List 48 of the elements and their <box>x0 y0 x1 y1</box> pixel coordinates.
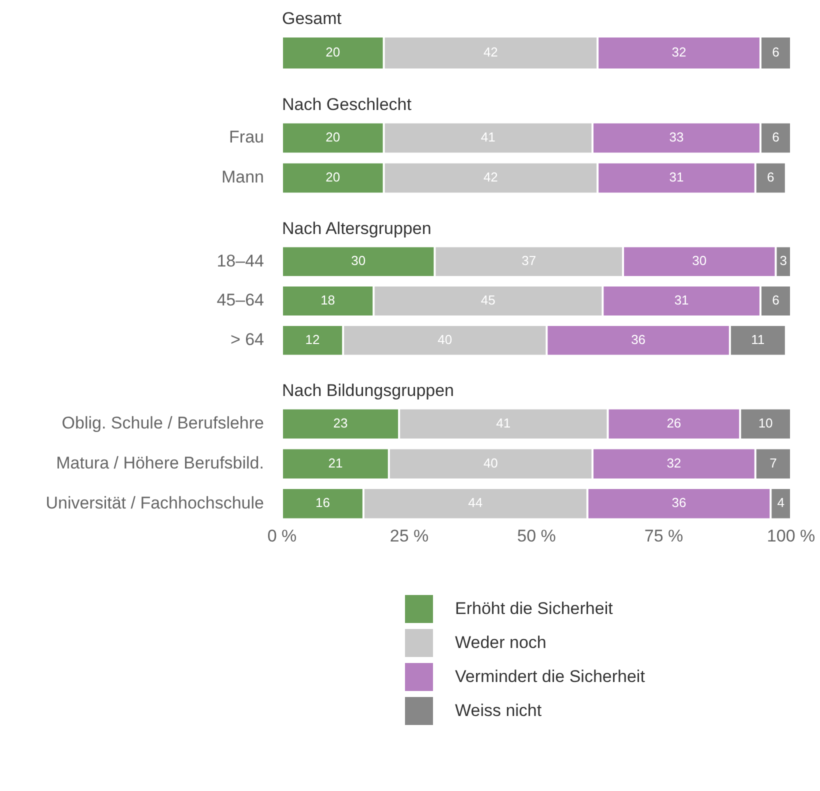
x-tick-label: 25 % <box>390 526 429 546</box>
data-label: 23 <box>333 416 348 431</box>
x-tick-label: 0 % <box>267 526 297 546</box>
data-label: 36 <box>631 332 646 347</box>
x-tick-label: 100 % <box>766 526 816 546</box>
data-label: 36 <box>672 495 686 510</box>
legend-label: Vermindert die Sicherheit <box>455 667 645 687</box>
data-label: 30 <box>351 253 366 268</box>
data-label: 30 <box>692 253 707 268</box>
chart-title: Nach Geschlecht <box>282 94 412 116</box>
data-label: 3 <box>780 253 787 268</box>
data-label: 4 <box>777 495 784 510</box>
data-label: 20 <box>326 44 340 60</box>
data-label: 21 <box>328 455 343 470</box>
legend-label: Weder noch <box>455 633 546 653</box>
data-label: 31 <box>669 170 684 185</box>
data-label: 7 <box>770 455 777 470</box>
data-label: 32 <box>666 455 682 470</box>
data-label: 11 <box>751 332 765 347</box>
data-label: 10 <box>758 416 773 431</box>
data-label: 6 <box>767 170 774 185</box>
data-label: 31 <box>674 292 689 308</box>
y-tick-label: Mann <box>221 168 264 187</box>
y-tick-label: Universität / Fachhochschule <box>46 493 264 512</box>
data-label: 16 <box>315 495 330 510</box>
y-tick-label: Frau <box>229 128 264 147</box>
legend-label: Weiss nicht <box>455 701 542 721</box>
y-tick-label: Oblig. Schule / Berufslehre <box>62 414 264 433</box>
data-label: 6 <box>772 130 780 145</box>
data-label: 20 <box>326 130 340 145</box>
x-tick-label: 75 % <box>644 526 684 546</box>
legend-label: Erhöht die Sicherheit <box>455 599 613 619</box>
chart-title: Nach Altersgruppen <box>282 218 432 240</box>
chart-title: Gesamt <box>282 8 343 30</box>
y-tick-label: Matura / Höhere Berufsbild. <box>56 453 264 472</box>
data-label: 18 <box>320 292 336 308</box>
y-tick-label: 45–64 <box>216 290 264 310</box>
y-tick-label: > 64 <box>230 330 264 350</box>
data-label: 20 <box>326 170 340 185</box>
chart-title: Nach Bildungsgruppen <box>282 380 456 402</box>
data-label: 6 <box>772 292 780 308</box>
y-tick-label: 18–44 <box>216 251 264 270</box>
data-label: 6 <box>772 44 780 60</box>
data-label: 33 <box>669 130 684 145</box>
data-label: 12 <box>305 332 320 347</box>
data-label: 32 <box>672 44 686 60</box>
data-label: 26 <box>666 416 682 431</box>
x-tick-label: 50 % <box>517 526 556 546</box>
